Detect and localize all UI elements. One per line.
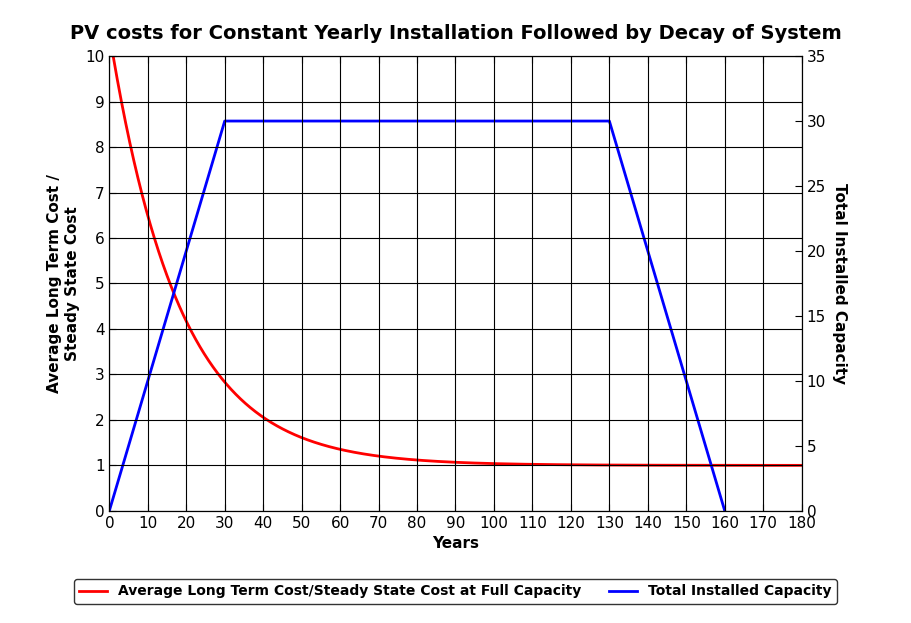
X-axis label: Years: Years [432,536,479,551]
Legend: Average Long Term Cost/Steady State Cost at Full Capacity, Total Installed Capac: Average Long Term Cost/Steady State Cost… [74,579,837,604]
Y-axis label: Average Long Term Cost /
Steady State Cost: Average Long Term Cost / Steady State Co… [47,174,79,393]
Y-axis label: Total Installed Capacity: Total Installed Capacity [832,183,846,384]
Title: PV costs for Constant Yearly Installation Followed by Decay of System: PV costs for Constant Yearly Installatio… [69,24,842,44]
